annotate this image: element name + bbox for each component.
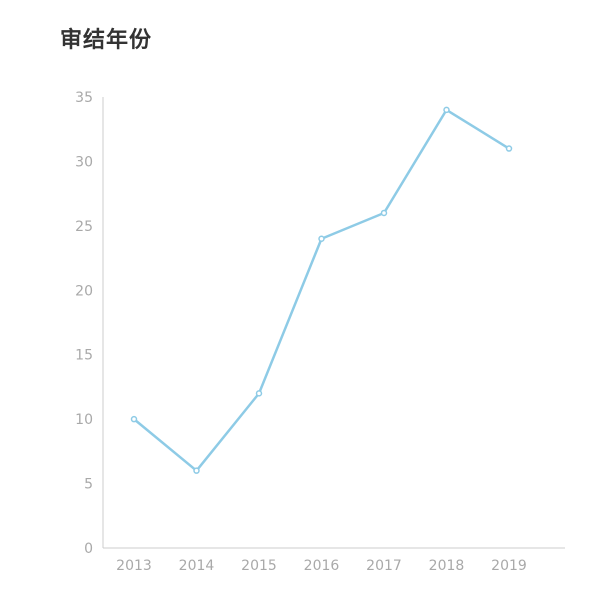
data-point <box>130 415 138 423</box>
x-axis-ticks: 2013 2014 2015 2016 2017 2018 2019 <box>116 558 527 574</box>
chart-title: 审结年份 <box>60 28 153 53</box>
y-axis-ticks: 0 5 10 15 20 25 30 35 <box>75 90 93 557</box>
y-tick-label: 25 <box>75 219 93 235</box>
data-point <box>255 390 263 397</box>
data-point <box>318 235 325 242</box>
data-point <box>193 467 200 474</box>
data-point <box>380 209 388 217</box>
data-point <box>505 145 513 152</box>
data-point <box>443 106 450 114</box>
x-tick-label: 2018 <box>429 558 465 574</box>
chart-series <box>130 106 513 474</box>
y-tick-label: 0 <box>84 541 93 557</box>
y-tick-label: 35 <box>75 90 93 106</box>
y-tick-label: 5 <box>84 477 93 493</box>
x-tick-label: 2015 <box>241 558 277 574</box>
x-tick-label: 2014 <box>179 558 215 574</box>
chart-axes <box>102 97 565 549</box>
x-tick-label: 2016 <box>304 558 340 574</box>
y-tick-label: 10 <box>75 412 93 428</box>
x-tick-label: 2017 <box>366 558 402 574</box>
series-line <box>132 108 511 472</box>
y-tick-label: 20 <box>75 283 93 299</box>
x-tick-label: 2019 <box>491 558 527 574</box>
x-tick-label: 2013 <box>116 558 152 574</box>
y-tick-label: 30 <box>75 154 93 170</box>
y-tick-label: 15 <box>75 348 93 364</box>
